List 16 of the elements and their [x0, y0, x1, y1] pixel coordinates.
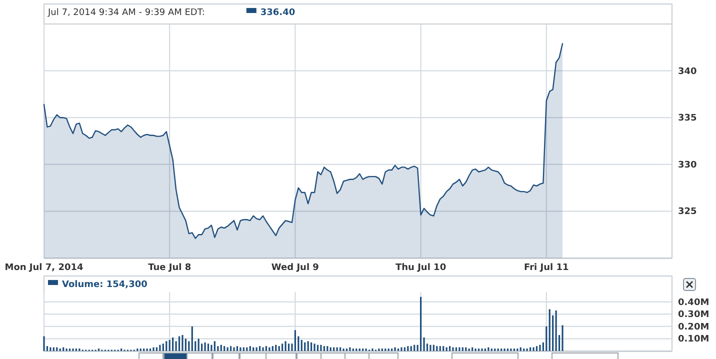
legend-label: 336.40 — [260, 8, 296, 18]
y-tick-label: 0.10M — [678, 334, 710, 345]
x-tick-label: Wed Jul 9 — [271, 263, 319, 273]
x-tick-label: Thu Jul 10 — [396, 263, 446, 273]
y-tick-label: 335 — [678, 114, 697, 124]
y-tick-label: 325 — [678, 207, 697, 218]
x-tick-label: Fri Jul 11 — [524, 263, 569, 273]
legend-label: Volume: 154,300 — [62, 280, 148, 290]
x-tick-label: Tue Jul 8 — [148, 263, 192, 273]
y-tick-label: 340 — [678, 66, 697, 77]
legend-title: Jul 7, 2014 9:34 AM - 9:39 AM EDT: — [47, 8, 205, 18]
y-tick-label: 330 — [678, 160, 697, 170]
y-tick-label: 0.40M — [678, 298, 710, 308]
y-tick-label: 0.30M — [678, 310, 710, 320]
x-tick-label: Mon Jul 7, 2014 — [4, 263, 84, 273]
y-tick-label: 0.20M — [678, 322, 710, 332]
